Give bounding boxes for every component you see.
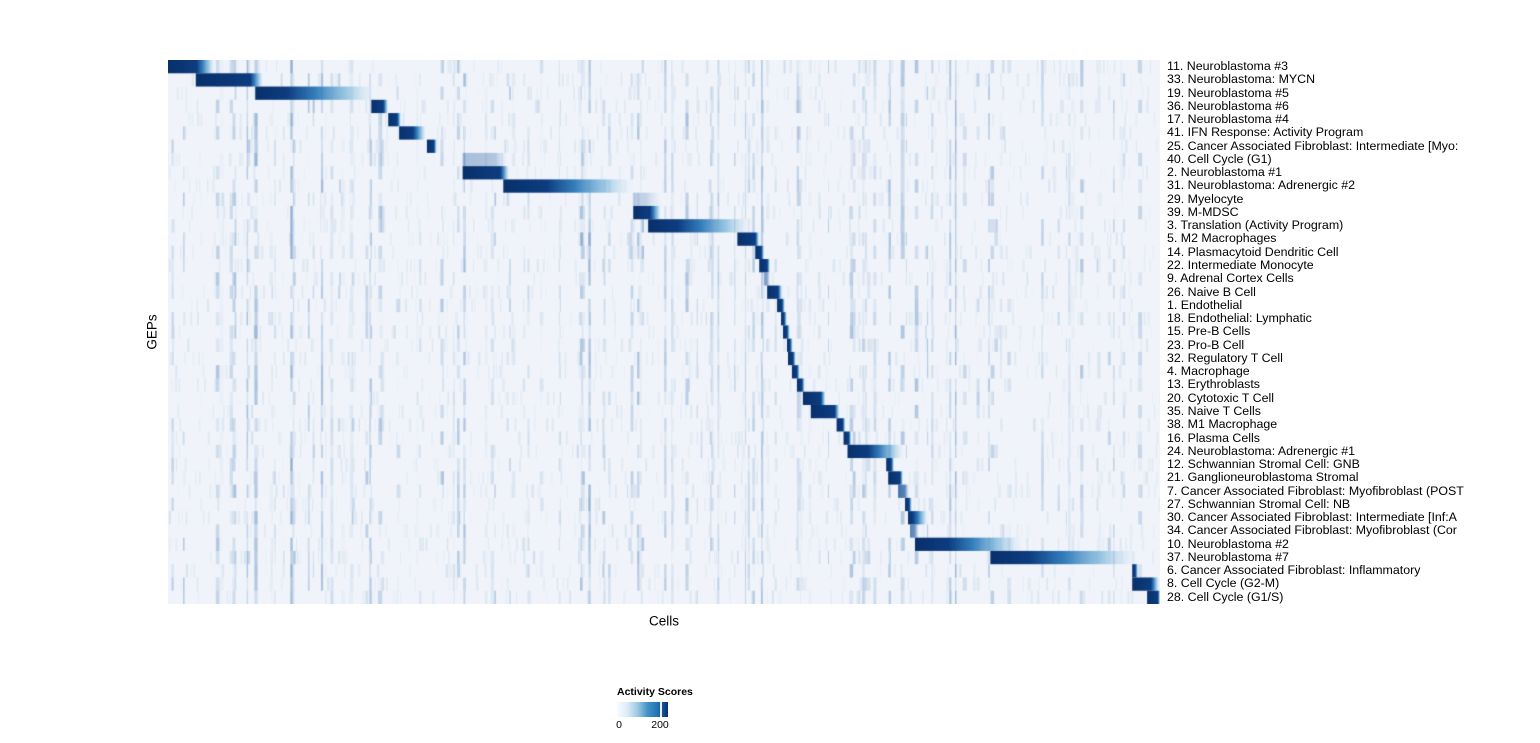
row-label: 36. Neuroblastoma #6 <box>1167 98 1289 113</box>
row-label: 23. Pro-B Cell <box>1167 337 1245 352</box>
row-label: 41. IFN Response: Activity Program <box>1167 125 1364 140</box>
row-label: 15. Pre-B Cells <box>1167 324 1251 339</box>
row-label: 19. Neuroblastoma #5 <box>1167 85 1289 100</box>
row-label: 39. M-MDSC <box>1167 204 1239 219</box>
row-label: 28. Cell Cycle (G1/S) <box>1167 589 1284 604</box>
row-label: 21. Ganglioneuroblastoma Stromal <box>1167 470 1359 485</box>
row-label: 35. Naive T Cells <box>1167 403 1261 418</box>
heatmap-canvas <box>168 60 1160 604</box>
legend-title: Activity Scores <box>617 686 693 698</box>
legend-tick-label: 200 <box>651 719 669 731</box>
row-label: 8. Cell Cycle (G2-M) <box>1167 576 1280 591</box>
row-label: 26. Naive B Cell <box>1167 284 1256 299</box>
row-label: 31. Neuroblastoma: Adrenergic #2 <box>1167 178 1356 193</box>
row-label: 2. Neuroblastoma #1 <box>1167 165 1283 180</box>
row-label: 13. Erythroblasts <box>1167 377 1260 392</box>
row-label: 4. Macrophage <box>1167 364 1250 379</box>
row-label: 1. Endothelial <box>1167 297 1243 312</box>
row-label: 5. M2 Macrophages <box>1167 231 1277 246</box>
row-label: 6. Cancer Associated Fibroblast: Inflamm… <box>1167 563 1421 578</box>
row-label: 30. Cancer Associated Fibroblast: Interm… <box>1167 510 1457 525</box>
row-label: 11. Neuroblastoma #3 <box>1167 59 1288 73</box>
row-label: 18. Endothelial: Lymphatic <box>1167 311 1312 326</box>
row-label: 3. Translation (Activity Program) <box>1167 218 1344 233</box>
row-label: 29. Myelocyte <box>1167 191 1244 206</box>
row-label: 9. Adrenal Cortex Cells <box>1167 271 1294 286</box>
row-label: 12. Schwannian Stromal Cell: GNB <box>1167 457 1360 472</box>
x-axis-label: Cells <box>648 613 680 629</box>
row-label: 24. Neuroblastoma: Adrenergic #1 <box>1167 443 1356 458</box>
row-label: 38. M1 Macrophage <box>1167 417 1278 432</box>
row-label: 17. Neuroblastoma #4 <box>1167 112 1289 127</box>
row-label: 40. Cell Cycle (G1) <box>1167 151 1272 166</box>
row-label: 22. Intermediate Monocyte <box>1167 258 1314 273</box>
row-label: 33. Neuroblastoma: MYCN <box>1167 72 1316 87</box>
row-labels: 11. Neuroblastoma #3 33. Neuroblastoma: M… <box>1167 59 1540 604</box>
legend-min-label: 0 <box>616 719 622 731</box>
row-label: 10. Neuroblastoma #2 <box>1167 536 1289 551</box>
row-label: 25. Cancer Associated Fibroblast: Interm… <box>1167 138 1459 153</box>
row-label: 7. Cancer Associated Fibroblast: Myofibr… <box>1167 483 1464 498</box>
row-label: 14. Plasmacytoid Dendritic Cell <box>1167 244 1339 259</box>
row-label: 32. Regulatory T Cell <box>1167 350 1283 365</box>
legend: Activity Scores 0 200 <box>616 686 697 732</box>
row-label: 16. Plasma Cells <box>1167 430 1260 445</box>
legend-tick-200 <box>659 702 662 717</box>
legend-labels: 0 200 <box>616 719 669 732</box>
row-label: 27. Schwannian Stromal Cell: NB <box>1167 496 1351 511</box>
row-label: 34. Cancer Associated Fibroblast: Myofib… <box>1167 523 1457 538</box>
legend-colorbar <box>617 702 668 717</box>
row-label: 20. Cytotoxic T Cell <box>1167 390 1274 405</box>
y-axis-label: GEPs <box>144 314 160 350</box>
row-label: 37. Neuroblastoma #7 <box>1167 549 1289 564</box>
